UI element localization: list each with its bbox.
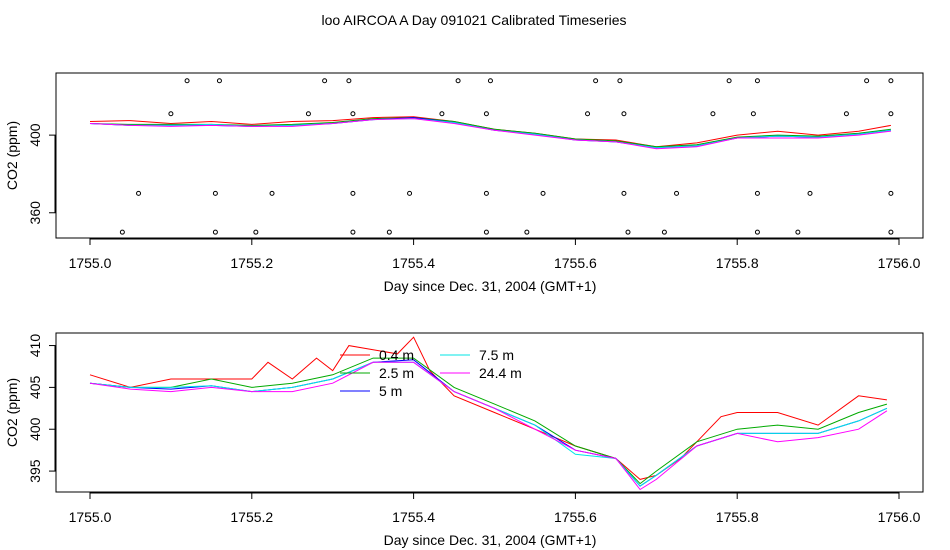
x-tick-label: 1755.2 [230, 255, 273, 271]
marker-point [661, 229, 667, 235]
marker-point [621, 190, 627, 196]
marker-points [119, 78, 894, 235]
marker-point [593, 78, 599, 84]
y-tick-label: 395 [27, 459, 43, 483]
series-line [89, 116, 891, 148]
x-tick-label: 1756.0 [878, 509, 921, 525]
series-line [89, 118, 891, 149]
y-axis: 360 400 CO2 (ppm) [4, 121, 56, 225]
marker-point [843, 111, 849, 117]
marker-point [888, 190, 894, 196]
marker-point [216, 78, 222, 84]
marker-point [750, 111, 756, 117]
marker-point [350, 229, 356, 235]
marker-point [212, 190, 218, 196]
x-axis: 1755.0 1755.2 1755.4 1755.6 1755.8 1756.0 Day … [69, 492, 921, 548]
y-tick-label: 405 [27, 376, 43, 400]
marker-point [119, 229, 125, 235]
marker-point [888, 229, 894, 235]
marker-point [754, 229, 760, 235]
legend-label: 24.4 m [479, 365, 522, 381]
series-line [89, 118, 891, 150]
y-tick-label: 410 [27, 334, 43, 358]
x-tick-label: 1755.8 [716, 255, 759, 271]
y-axis-label: CO2 (ppm) [4, 121, 20, 190]
marker-point [350, 190, 356, 196]
marker-point [621, 111, 627, 117]
legend: 0.4 m 2.5 m 5 m 7.5 m 24.4 m [340, 347, 522, 399]
x-tick-label: 1755.4 [392, 509, 435, 525]
marker-point [585, 111, 591, 117]
legend-label: 2.5 m [379, 365, 414, 381]
marker-point [726, 78, 732, 84]
marker-point [386, 229, 392, 235]
marker-point [487, 78, 493, 84]
x-tick-label: 1755.0 [69, 509, 112, 525]
y-axis-label: CO2 (ppm) [4, 378, 20, 447]
x-tick-label: 1756.0 [878, 255, 921, 271]
marker-point [212, 229, 218, 235]
y-axis: 395 400 405 410 CO2 (ppm) [4, 334, 56, 483]
marker-point [888, 111, 894, 117]
legend-label: 7.5 m [479, 347, 514, 363]
series-line-24-4-m [89, 361, 888, 491]
x-axis: 1755.0 1755.2 1755.4 1755.6 1755.8 1756.0 Day … [69, 238, 921, 294]
marker-point [350, 111, 356, 117]
series-line-7-5-m [89, 361, 888, 487]
x-axis-label: Day since Dec. 31, 2004 (GMT+1) [384, 532, 597, 548]
series-line [89, 117, 891, 149]
x-tick-label: 1755.8 [716, 509, 759, 525]
marker-point [269, 190, 275, 196]
legend-label: 5 m [379, 383, 402, 399]
x-tick-label: 1755.6 [554, 255, 597, 271]
marker-point [168, 111, 174, 117]
marker-point [617, 78, 623, 84]
marker-point [674, 190, 680, 196]
y-tick-label: 400 [27, 123, 43, 147]
plot-frame [55, 72, 924, 239]
x-tick-label: 1755.6 [554, 509, 597, 525]
marker-point [710, 111, 716, 117]
marker-point [136, 190, 142, 196]
x-tick-label: 1755.4 [392, 255, 435, 271]
marker-point [483, 229, 489, 235]
series-lines [89, 116, 891, 150]
marker-point [754, 78, 760, 84]
marker-point [253, 229, 259, 235]
top-panel: 1755.0 1755.2 1755.4 1755.6 1755.8 1756.0 Day … [4, 72, 924, 294]
marker-point [346, 78, 352, 84]
marker-point [305, 111, 311, 117]
marker-point [807, 190, 813, 196]
series-line-2-5-m [89, 357, 888, 485]
x-axis-label: Day since Dec. 31, 2004 (GMT+1) [384, 278, 597, 294]
marker-point [625, 229, 631, 235]
y-tick-label: 360 [27, 201, 43, 225]
marker-point [888, 78, 894, 84]
y-tick-label: 400 [27, 417, 43, 441]
marker-point [483, 111, 489, 117]
marker-point [483, 190, 489, 196]
marker-point [322, 78, 328, 84]
bottom-panel: 1755.0 1755.2 1755.4 1755.6 1755.8 1756.0 Day … [4, 332, 924, 548]
marker-point [184, 78, 190, 84]
marker-point [407, 190, 413, 196]
x-tick-label: 1755.0 [69, 255, 112, 271]
series-line-0-4-m [89, 336, 887, 480]
marker-point [524, 229, 530, 235]
marker-point [439, 111, 445, 117]
legend-label: 0.4 m [379, 347, 414, 363]
x-tick-label: 1755.2 [230, 509, 273, 525]
series-lines [89, 336, 888, 491]
marker-point [795, 229, 801, 235]
plot-frame [55, 332, 924, 493]
marker-point [455, 78, 461, 84]
figure-title: loo AIRCOA A Day 091021 Calibrated Times… [321, 12, 626, 28]
marker-point [864, 78, 870, 84]
marker-point [754, 190, 760, 196]
marker-point [540, 190, 546, 196]
